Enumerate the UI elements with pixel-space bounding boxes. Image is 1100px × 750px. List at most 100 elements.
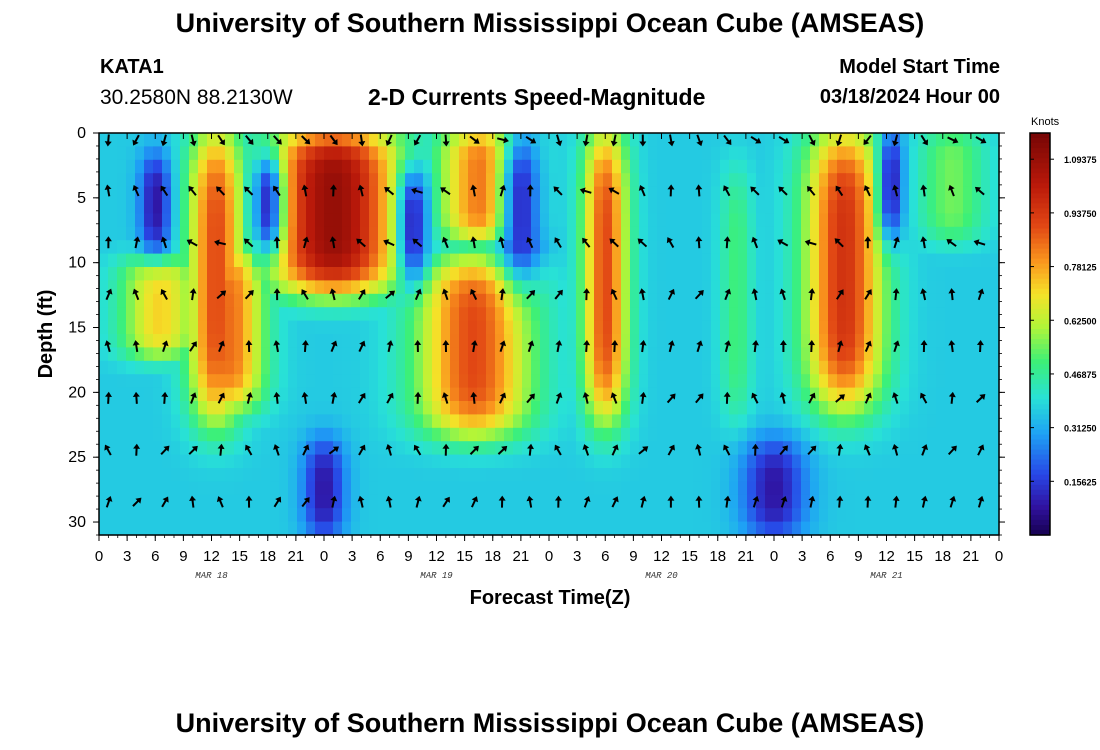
- heatmap-cell: [378, 427, 388, 442]
- heatmap-cell: [729, 267, 739, 281]
- current-arrow: [498, 495, 506, 508]
- heatmap-cell: [630, 521, 640, 536]
- heatmap-cell: [945, 360, 955, 375]
- heatmap-cell: [360, 146, 370, 161]
- heatmap-cell: [297, 360, 307, 375]
- heatmap-cell: [612, 521, 622, 536]
- heatmap-cell: [117, 200, 127, 214]
- heatmap-cell: [963, 401, 973, 415]
- heatmap-cell: [432, 334, 442, 348]
- heatmap-cell: [495, 387, 505, 402]
- heatmap-cell: [180, 374, 190, 389]
- heatmap-cell: [864, 427, 874, 442]
- heatmap-cell: [432, 267, 442, 281]
- heatmap-cell: [216, 226, 226, 241]
- heatmap-cell: [513, 280, 523, 295]
- heatmap-cell: [189, 360, 199, 375]
- heatmap-cell: [306, 240, 316, 255]
- heatmap-cell: [441, 414, 451, 429]
- heatmap-cell: [126, 293, 136, 308]
- heatmap-cell: [846, 200, 856, 214]
- heatmap-cell: [153, 508, 163, 523]
- x-tick-label: 18: [709, 548, 726, 565]
- heatmap-cell: [630, 414, 640, 429]
- heatmap-cell: [333, 133, 343, 147]
- heatmap-cell: [990, 200, 1000, 214]
- x-tick-label: 6: [601, 548, 609, 565]
- heatmap-cell: [567, 401, 577, 415]
- heatmap-cell: [972, 280, 982, 295]
- heatmap-cell: [747, 468, 757, 482]
- current-arrow: [356, 238, 366, 248]
- colorbar-swatch: [1030, 193, 1050, 199]
- heatmap-cell: [504, 508, 514, 523]
- heatmap-cell: [981, 508, 991, 523]
- heatmap-cell: [171, 374, 181, 389]
- heatmap-cell: [621, 173, 631, 188]
- heatmap-cell: [225, 253, 235, 268]
- heatmap-cell: [585, 494, 595, 509]
- heatmap-cell: [981, 521, 991, 536]
- current-arrow: [919, 392, 928, 404]
- heatmap-cell: [603, 240, 613, 255]
- heatmap-cell: [837, 320, 847, 335]
- heatmap-cell: [315, 508, 325, 523]
- heatmap-cell: [693, 454, 703, 469]
- heatmap-cell: [711, 374, 721, 389]
- heatmap-cell: [477, 360, 487, 375]
- heatmap-cell: [153, 427, 163, 442]
- heatmap-cell: [558, 387, 568, 402]
- heatmap-cell: [180, 481, 190, 496]
- heatmap-cell: [900, 468, 910, 482]
- current-arrow: [160, 134, 168, 147]
- heatmap-cell: [720, 146, 730, 161]
- heatmap-cell: [963, 374, 973, 389]
- heatmap-cell: [810, 454, 820, 469]
- heatmap-cell: [819, 213, 829, 228]
- current-arrow: [104, 184, 112, 197]
- heatmap-cell: [405, 387, 415, 402]
- heatmap-cell: [144, 427, 154, 442]
- heatmap-cell: [891, 267, 901, 281]
- heatmap-cell: [765, 481, 775, 496]
- heatmap-cell: [306, 454, 316, 469]
- heatmap-cell: [738, 253, 748, 268]
- current-arrow: [864, 392, 872, 404]
- heatmap-cell: [981, 414, 991, 429]
- heatmap-cell: [486, 200, 496, 214]
- heatmap-cell: [783, 401, 793, 415]
- heatmap-cell: [117, 159, 127, 174]
- heatmap-cell: [954, 173, 964, 188]
- heatmap-cell: [405, 186, 415, 201]
- heatmap-cell: [360, 280, 370, 295]
- current-arrow: [105, 495, 113, 508]
- heatmap-cell: [234, 494, 244, 509]
- heatmap-cell: [549, 133, 559, 147]
- heatmap-cell: [378, 334, 388, 348]
- heatmap-cell: [675, 441, 685, 456]
- heatmap-cell: [864, 253, 874, 268]
- heatmap-cell: [225, 159, 235, 174]
- heatmap-cell: [288, 307, 298, 322]
- heatmap-cell: [99, 226, 109, 241]
- heatmap-cell: [882, 320, 892, 335]
- heatmap-cell: [882, 508, 892, 523]
- heatmap-cell: [261, 253, 271, 268]
- heatmap-cell: [459, 213, 469, 228]
- heatmap-cell: [675, 414, 685, 429]
- heatmap-cell: [918, 414, 928, 429]
- heatmap-cell: [945, 320, 955, 335]
- current-arrow: [186, 239, 198, 247]
- heatmap-cell: [468, 293, 478, 308]
- heatmap-cell: [531, 401, 541, 415]
- heatmap-cell: [945, 240, 955, 255]
- heatmap-cell: [252, 374, 262, 389]
- heatmap-cell: [864, 374, 874, 389]
- heatmap-cell: [675, 468, 685, 482]
- heatmap-cell: [891, 226, 901, 241]
- heatmap-cell: [513, 374, 523, 389]
- heatmap-cell: [234, 387, 244, 402]
- heatmap-cell: [297, 173, 307, 188]
- heatmap-cell: [432, 240, 442, 255]
- heatmap-cell: [693, 240, 703, 255]
